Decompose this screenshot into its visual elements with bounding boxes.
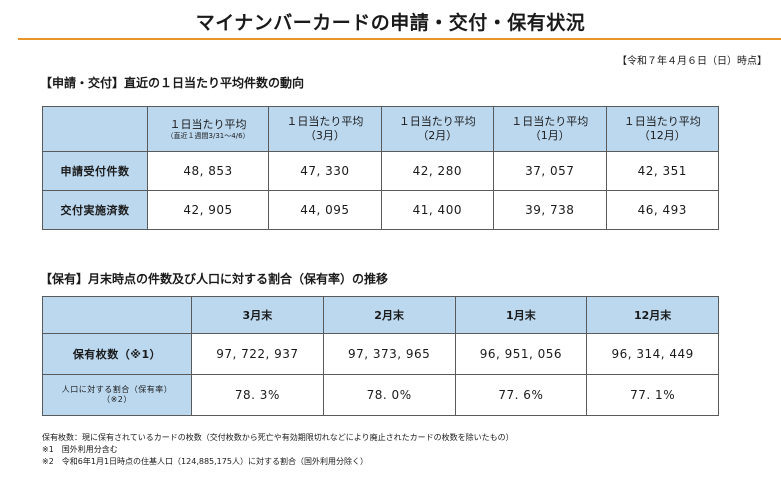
footnote: ※2 令和6年1月1日時点の住基人口（124,885,175人）に対する割合（国… bbox=[42, 457, 368, 466]
section1-title: 【申請・交付】直近の１日当たり平均件数の動向 bbox=[40, 76, 305, 90]
column-header-sub: （3月） bbox=[304, 129, 345, 142]
row-header: 交付実施済数 bbox=[42, 190, 148, 230]
table-cell: 96, 314, 449 bbox=[586, 333, 719, 375]
table-cell: 42, 905 bbox=[146, 190, 270, 230]
table-header-row: １日当たり平均 （直近１週間3/31～4/6） １日当たり平均 （3月） １日当たり… bbox=[42, 106, 720, 152]
column-header: １日当たり平均 （1月） bbox=[493, 106, 607, 152]
table-header-row: 3月末 2月末 1月末 12月末 bbox=[42, 296, 719, 334]
column-header: １日当たり平均 （直近１週間3/31～4/6） bbox=[146, 106, 270, 152]
table-cell: 48, 853 bbox=[146, 151, 270, 191]
table-cell: 47, 330 bbox=[268, 151, 382, 191]
row-header: 保有枚数（※1） bbox=[42, 333, 192, 375]
column-header-label: １日当たり平均 bbox=[623, 114, 701, 128]
column-header: 1月末 bbox=[454, 296, 588, 334]
column-header-sub: （12月） bbox=[638, 129, 686, 142]
column-header: 2月末 bbox=[322, 296, 456, 334]
table-cell: 77. 6% bbox=[454, 374, 588, 416]
table-cell: 77. 1% bbox=[586, 374, 719, 416]
page-title: マイナンバーカードの申請・交付・保有状況 bbox=[195, 12, 586, 34]
table-row: 交付実施済数 42, 905 44, 095 41, 400 39, 738 4… bbox=[42, 190, 720, 230]
column-header-sub: （1月） bbox=[529, 129, 570, 142]
table-row: 申請受付件数 48, 853 47, 330 42, 280 37, 057 4… bbox=[42, 151, 720, 191]
column-header: 3月末 bbox=[191, 296, 324, 334]
table-cell: 41, 400 bbox=[380, 190, 495, 230]
column-header: １日当たり平均 （12月） bbox=[605, 106, 720, 152]
row-header: 申請受付件数 bbox=[42, 151, 148, 191]
table-cell: 78. 0% bbox=[322, 374, 456, 416]
section2-title: 【保有】月末時点の件数及び人口に対する割合（保有率）の推移 bbox=[40, 272, 389, 286]
column-header-label: １日当たり平均 bbox=[511, 114, 589, 128]
row-header: 人口に対する割合（保有率） （※2） bbox=[42, 374, 192, 416]
table-cell: 46, 493 bbox=[605, 190, 720, 230]
title-underline bbox=[18, 38, 781, 40]
column-header-sub: （2月） bbox=[417, 129, 458, 142]
row-header-note: （※2） bbox=[102, 395, 132, 404]
table-cell: 97, 373, 965 bbox=[322, 333, 456, 375]
table-corner-cell bbox=[42, 106, 148, 152]
column-header: １日当たり平均 （3月） bbox=[268, 106, 382, 152]
table-corner-cell bbox=[42, 296, 192, 334]
column-header-label: １日当たり平均 bbox=[169, 117, 247, 131]
table-row: 保有枚数（※1） 97, 722, 937 97, 373, 965 96, 9… bbox=[42, 333, 719, 375]
holding-status-table: 3月末 2月末 1月末 12月末 保有枚数（※1） 97, 722, 937 9… bbox=[42, 296, 719, 416]
row-header-label: 人口に対する割合（保有率） bbox=[61, 384, 173, 394]
table-cell: 42, 351 bbox=[605, 151, 720, 191]
footnotes: 保有枚数：現に保有されているカードの枚数（交付枚数から死亡や有効期限切れなどによ… bbox=[42, 432, 514, 468]
table-cell: 96, 951, 056 bbox=[454, 333, 588, 375]
column-header-label: １日当たり平均 bbox=[398, 114, 476, 128]
table-cell: 44, 095 bbox=[268, 190, 382, 230]
table-cell: 42, 280 bbox=[380, 151, 495, 191]
column-header-sub: （直近１週間3/31～4/6） bbox=[166, 131, 250, 140]
table-cell: 97, 722, 937 bbox=[191, 333, 324, 375]
footnote: ※1 国外利用分含む bbox=[42, 445, 118, 454]
table-cell: 37, 057 bbox=[493, 151, 607, 191]
column-header-label: １日当たり平均 bbox=[286, 114, 364, 128]
as-of-date: 【令和７年４月６日（日）時点】 bbox=[617, 56, 767, 67]
table-cell: 39, 738 bbox=[493, 190, 607, 230]
table-row: 人口に対する割合（保有率） （※2） 78. 3% 78. 0% 77. 6% 7… bbox=[42, 374, 719, 416]
application-issuance-table: １日当たり平均 （直近１週間3/31～4/6） １日当たり平均 （3月） １日当たり… bbox=[42, 106, 720, 230]
footnote: 保有枚数：現に保有されているカードの枚数（交付枚数から死亡や有効期限切れなどによ… bbox=[42, 433, 514, 442]
column-header: 12月末 bbox=[586, 296, 719, 334]
column-header: １日当たり平均 （2月） bbox=[380, 106, 495, 152]
table-cell: 78. 3% bbox=[191, 374, 324, 416]
